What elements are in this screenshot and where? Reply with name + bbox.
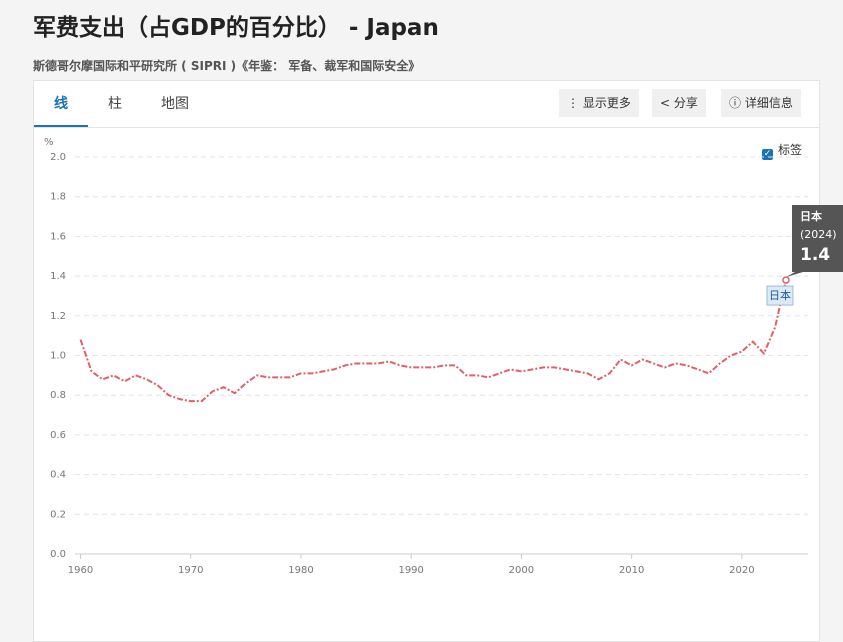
button[interactable]: < 分享: [652, 89, 706, 117]
button[interactable]: ⓘ 详细信息: [721, 89, 801, 117]
tooltip-pointer: [785, 272, 803, 278]
y-tick-label: 0.0: [50, 549, 66, 560]
y-tick-label: 1.4: [50, 271, 66, 282]
checkbox-label: 标签: [778, 143, 803, 157]
checkbox-box: ✓: [762, 149, 773, 160]
y-tick-label: 1.8: [50, 192, 66, 203]
tooltip-name: 日本: [800, 209, 822, 223]
checkbox[interactable]: ✓ 标签: [762, 141, 802, 160]
separator: [34, 127, 819, 128]
tab[interactable]: 地图: [161, 96, 189, 112]
y-tick-label: 0.8: [50, 390, 66, 401]
series-label: 日本: [769, 288, 791, 302]
chart: % 0.0 0.2 0.4 0.6 0.8 1.0 1.2 1.4 1.6 1.8 2.0 1960 1…: [44, 137, 843, 576]
y-tick-label: 0.4: [50, 470, 66, 481]
tooltip-year: (2024): [800, 228, 837, 241]
x-tick-label: 2020: [729, 565, 754, 576]
tooltip: [792, 205, 843, 272]
x-tick-label: 2010: [619, 565, 644, 576]
tooltip-value: 1.4: [800, 245, 830, 265]
y-tick-label: 2.0: [50, 152, 66, 163]
button-label: 分享: [673, 96, 698, 110]
y-tick-label: 0.6: [50, 430, 66, 441]
tab[interactable]: 柱: [108, 96, 122, 112]
title: 军费支出（占GDP的百分比） - Japan: [33, 15, 439, 41]
button-label: 显示更多: [582, 96, 631, 110]
y-tick-label: 1.6: [50, 231, 66, 242]
y-tick-label: 1.0: [50, 351, 66, 362]
line: [79, 279, 787, 403]
x-tick-label: 1960: [68, 565, 93, 576]
tab[interactable]: 线: [54, 96, 68, 112]
x-tick-label: 2000: [509, 565, 534, 576]
card: 线 柱 地图 ⋮ 显示更多 < 分享 ⓘ 详细信息 ✓ 标签: [33, 80, 820, 642]
tab-underline: [34, 125, 88, 128]
button[interactable]: ⋮ 显示更多: [559, 89, 639, 117]
end-marker: [782, 276, 790, 284]
page: 军费支出（占GDP的百分比） - Japan 斯德哥尔摩国际和平研究所 ( SI…: [33, 15, 843, 642]
y-unit: %: [44, 137, 54, 148]
source: 斯德哥尔摩国际和平研究所 ( SIPRI )《年鉴： 军备、裁军和国际安全》: [33, 59, 421, 73]
x-tick-label: 1970: [178, 565, 203, 576]
y-tick-label: 0.2: [50, 509, 66, 520]
x-tick-label: 1990: [398, 565, 423, 576]
y-tick-label: 1.2: [50, 311, 66, 322]
button-label: 详细信息: [744, 96, 793, 110]
x-tick-label: 1980: [288, 565, 313, 576]
series-label-box: [766, 285, 794, 306]
